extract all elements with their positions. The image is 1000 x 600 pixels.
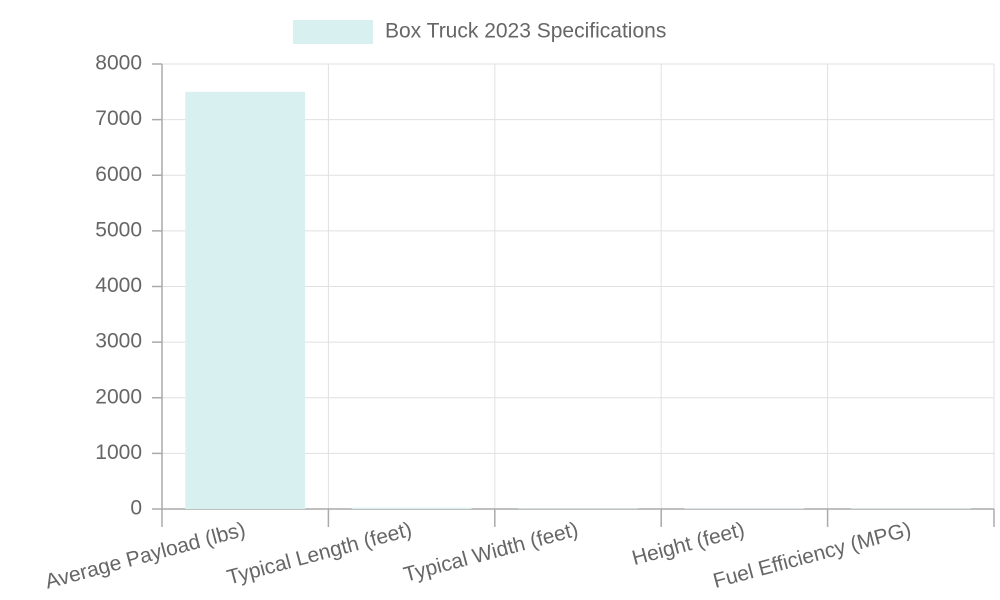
y-tick-label: 1000 <box>95 441 142 464</box>
y-tick-label: 6000 <box>95 163 142 186</box>
x-tick-label: Average Payload (lbs) <box>43 518 248 594</box>
legend-swatch <box>293 20 373 44</box>
y-tick-label: 0 <box>130 497 142 520</box>
x-tick-label: Height (feet) <box>630 518 748 570</box>
bar <box>684 508 805 509</box>
bar <box>351 507 472 509</box>
y-tick-label: 4000 <box>95 274 142 297</box>
y-tick-label: 7000 <box>95 107 142 130</box>
bar <box>850 508 971 509</box>
y-tick-label: 8000 <box>95 52 142 75</box>
y-tick-label: 5000 <box>95 218 142 241</box>
legend-label: Box Truck 2023 Specifications <box>385 20 666 43</box>
x-tick-label: Typical Length (feet) <box>225 518 415 589</box>
y-tick-label: 2000 <box>95 385 142 408</box>
x-tick-label: Typical Width (feet) <box>401 518 581 587</box>
y-tick-label: 3000 <box>95 330 142 353</box>
bar <box>185 91 306 509</box>
